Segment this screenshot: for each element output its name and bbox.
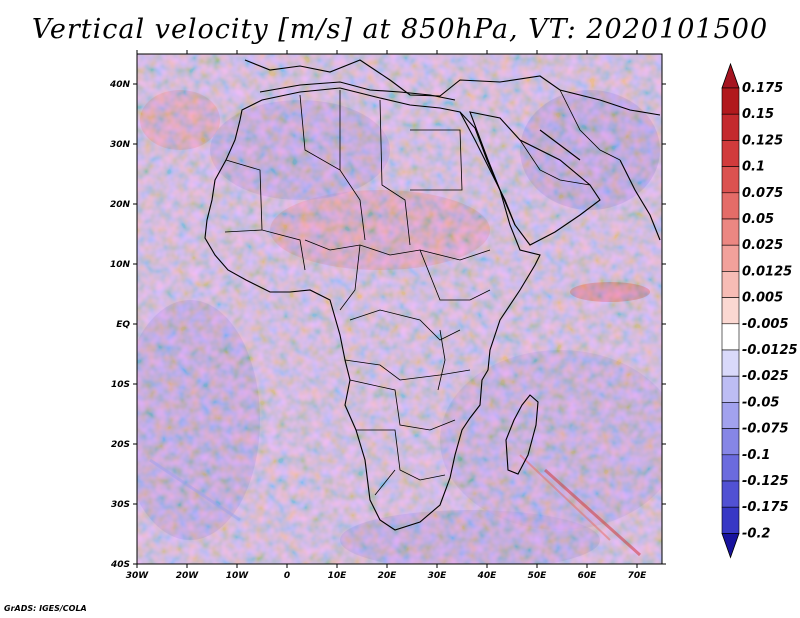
colorbar-label: 0.175	[742, 81, 783, 96]
field-streak	[543, 468, 642, 557]
madagascar-coastline	[505, 394, 539, 475]
colorbar-label: 0.1	[742, 160, 765, 175]
colorbar-swatch	[721, 297, 740, 325]
colorbar-swatch	[721, 140, 740, 167]
colorbar-swatch	[721, 428, 740, 456]
lat-tick-label: 40N	[109, 80, 131, 90]
colorbar-label: 0.0125	[742, 264, 792, 279]
field-streak	[519, 454, 611, 541]
border	[437, 329, 446, 391]
border	[339, 244, 361, 311]
africa-coastline	[204, 87, 541, 531]
country-borders	[224, 89, 621, 496]
map-panel	[136, 53, 663, 565]
lon-tick-label: 10E	[328, 571, 348, 581]
colorbar-label: -0.125	[742, 474, 789, 489]
lat-tick-label: 40S	[110, 560, 130, 570]
map-frame	[136, 53, 663, 565]
velocity-field	[137, 54, 662, 564]
colorbar-swatch	[721, 480, 740, 508]
colorbar-label: -0.025	[742, 369, 789, 384]
lon-tick-label: 20W	[176, 571, 200, 581]
border	[410, 129, 463, 191]
colorbar: 0.175 0.15 0.125 0.1 0.075 0.05 0.025 0.0125 0.0…	[721, 62, 798, 559]
colorbar-swatch	[721, 113, 740, 141]
border	[356, 429, 446, 481]
lat-tick-label: 30S	[111, 500, 130, 510]
border	[419, 249, 491, 301]
lat-tick-label: EQ	[116, 320, 130, 330]
lat-tick-label: 20N	[110, 200, 131, 210]
border	[304, 239, 491, 261]
colorbar-swatch	[721, 375, 740, 403]
grads-credit: GrADS: IGES/COLA	[4, 604, 87, 613]
lat-tick-label: 30N	[110, 140, 131, 150]
lon-tick-label: 20E	[378, 571, 398, 581]
colorbar-label: 0.075	[742, 186, 783, 201]
colorbar-label: -0.0125	[742, 343, 798, 358]
colorbar-swatch	[721, 349, 740, 377]
lon-tick-label: 10W	[226, 571, 250, 581]
colorbar-label: -0.1	[742, 448, 770, 463]
colorbar-label: -0.2	[742, 526, 770, 541]
colorbar-label: 0.005	[742, 291, 783, 306]
colorbar-swatch	[721, 218, 740, 246]
colorbar-label: 0.125	[742, 133, 783, 148]
colorbar-swatch	[721, 244, 740, 272]
persian-gulf	[539, 129, 581, 161]
colorbar-swatch	[721, 192, 740, 220]
border	[379, 99, 411, 246]
colorbar-bottom-arrow	[721, 533, 740, 559]
border	[519, 139, 591, 186]
lon-tick-label: 40E	[477, 571, 498, 581]
noise-texture	[137, 54, 662, 564]
colorbar-label: -0.175	[742, 500, 789, 515]
colorbar-label: 0.15	[742, 107, 774, 122]
colorbar-label: -0.075	[742, 422, 789, 437]
colorbar-label: -0.05	[742, 395, 779, 410]
lon-tick-label: 70E	[628, 571, 648, 581]
map-title: Vertical velocity [m/s] at 850hPa, VT: 2…	[31, 14, 769, 45]
field-streak	[149, 458, 241, 522]
colorbar-swatch	[721, 323, 740, 351]
colorbar-top-arrow	[721, 62, 740, 89]
lon-tick-label: 50E	[528, 571, 548, 581]
colorbar-swatch	[721, 87, 740, 115]
border	[349, 379, 456, 431]
border	[374, 469, 396, 496]
lon-tick-label: 60E	[578, 571, 598, 581]
border	[224, 229, 263, 233]
axis-ticks: 30W 20W 10W 0 10E 20E 30E 40E 50E 60E 70E 40N 30N 20N…	[109, 50, 666, 581]
colorbar-swatch	[721, 454, 740, 482]
india-coastline	[619, 159, 661, 241]
lon-tick-label: 30E	[428, 571, 448, 581]
colorbar-label: -0.005	[742, 317, 789, 332]
colorbar-label: 0.025	[742, 238, 783, 253]
colorbar-swatch	[721, 166, 740, 194]
europe-coastline	[244, 59, 661, 116]
border	[344, 359, 471, 381]
mediterranean-sea	[259, 81, 456, 101]
colorbar-swatch	[721, 271, 740, 298]
border	[349, 309, 461, 341]
colorbar-label: 0.05	[742, 212, 774, 227]
lat-tick-label: 10S	[111, 380, 130, 390]
red-sea	[459, 111, 516, 226]
lat-tick-label: 10N	[110, 260, 131, 270]
lat-tick-label: 20S	[111, 440, 130, 450]
colorbar-swatch	[721, 506, 740, 534]
border	[559, 89, 621, 161]
colorbar-swatch	[721, 402, 740, 429]
lon-tick-label: 0	[284, 571, 290, 581]
lon-tick-label: 30W	[126, 571, 150, 581]
